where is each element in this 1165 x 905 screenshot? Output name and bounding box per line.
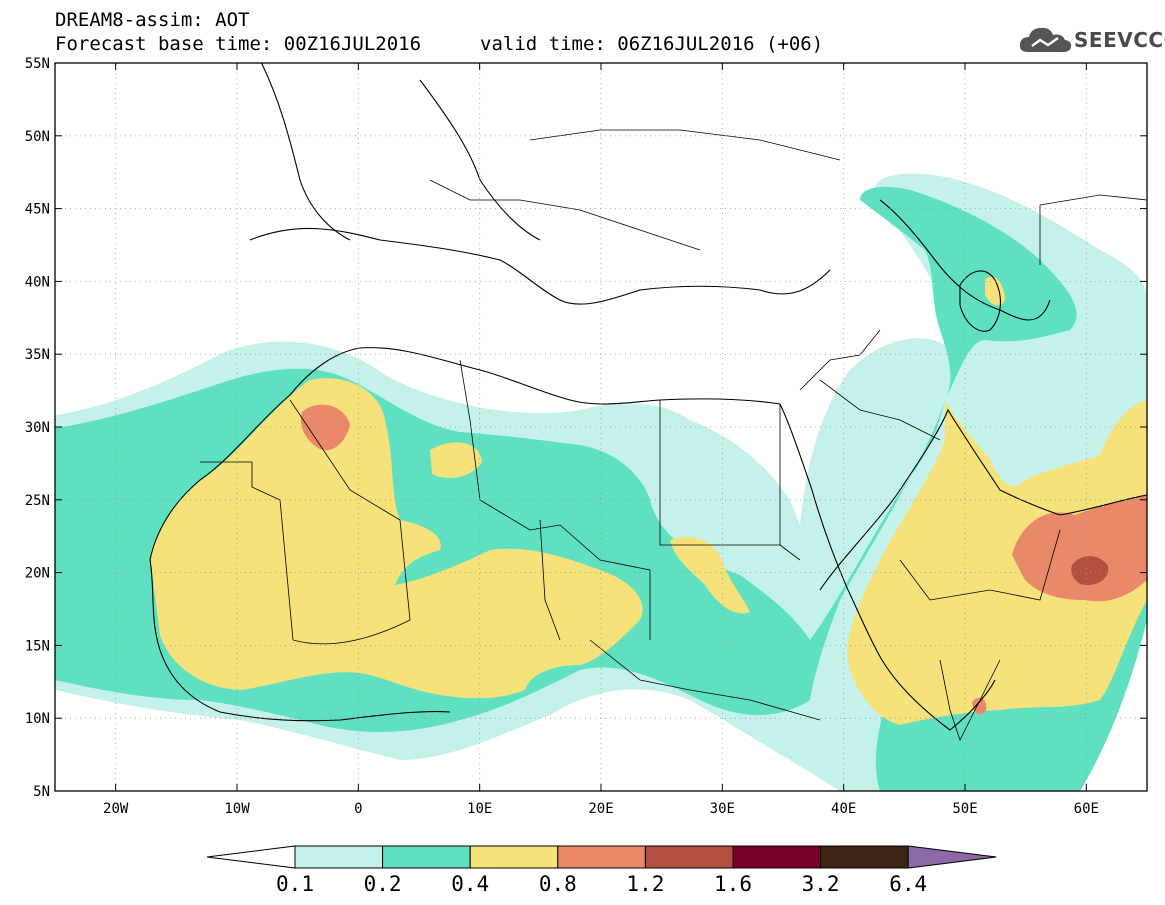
colorbar-labels: 0.1 0.2 0.4 0.8 1.2 1.6 3.2 6.4 <box>276 872 927 896</box>
lon-label: 20E <box>588 801 613 817</box>
lon-label: 10W <box>224 801 250 817</box>
aot-band-1.2-1.6 <box>1071 556 1109 586</box>
lat-label: 40N <box>25 274 50 290</box>
aot-field <box>55 173 1147 791</box>
lat-label: 45N <box>25 202 50 218</box>
valid-time: valid time: 06Z16JUL2016 (+06) <box>480 33 824 55</box>
colorbar-segment <box>557 845 646 869</box>
colorbar-label: 0.8 <box>539 872 577 896</box>
gridlines <box>55 63 1147 791</box>
lat-label: 5N <box>33 784 50 800</box>
colorbar-segment <box>644 845 734 869</box>
colorbar-label: 6.4 <box>889 872 927 896</box>
latitude-labels: 5N 10N 15N 20N 25N 30N 35N 40N 45N 50N 55N <box>25 56 50 800</box>
axis-ticks <box>55 62 1147 792</box>
country-borders <box>200 129 1147 742</box>
colorbar-segment <box>820 845 909 869</box>
logo-text: SEEVCCC <box>1074 28 1165 52</box>
seevccc-logo: SEEVCCC <box>1018 22 1165 58</box>
longitude-labels: 20W 10W 0 10E 20E 30E 40E 50E 60E <box>103 801 1099 817</box>
colorbar-label: 3.2 <box>802 872 840 896</box>
colorbar-label: 1.2 <box>626 872 664 896</box>
lat-label: 10N <box>25 711 50 727</box>
aot-band-0.8-1.2 <box>300 404 1147 715</box>
lat-label: 25N <box>25 493 50 509</box>
lon-label: 0 <box>354 801 362 817</box>
colorbar-segment <box>294 845 384 869</box>
lat-label: 35N <box>25 347 50 363</box>
coastlines <box>149 63 1147 731</box>
lat-label: 50N <box>25 129 50 145</box>
map-title: DREAM8-assim: AOT <box>55 9 250 31</box>
lat-label: 15N <box>25 638 50 654</box>
colorbar <box>206 845 997 869</box>
colorbar-segment <box>382 845 471 869</box>
colorbar-label: 0.2 <box>364 872 402 896</box>
lat-label: 55N <box>25 56 50 72</box>
colorbar-label: 0.4 <box>451 872 489 896</box>
colorbar-label: 0.1 <box>276 872 314 896</box>
forecast-base-time: Forecast base time: 00Z16JUL2016 <box>55 33 422 55</box>
lon-label: 30E <box>710 801 735 817</box>
lon-label: 20W <box>103 801 129 817</box>
lat-label: 20N <box>25 566 50 582</box>
lon-label: 50E <box>952 801 977 817</box>
aot-band-0.4-0.8 <box>150 276 1147 725</box>
lat-label: 30N <box>25 420 50 436</box>
colorbar-high-arrow <box>907 845 997 869</box>
colorbar-label: 1.6 <box>714 872 752 896</box>
lon-label: 40E <box>831 801 856 817</box>
cloud-icon <box>1019 27 1072 52</box>
lon-label: 10E <box>467 801 492 817</box>
colorbar-segment <box>469 845 559 869</box>
colorbar-low-arrow <box>206 845 296 869</box>
colorbar-segment <box>732 845 822 869</box>
lon-label: 60E <box>1074 801 1099 817</box>
